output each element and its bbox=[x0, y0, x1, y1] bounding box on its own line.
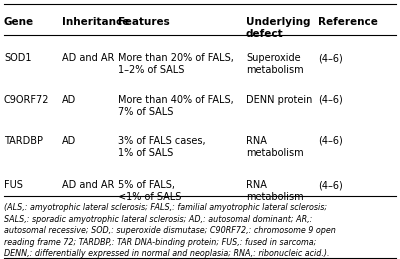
Text: Inheritance: Inheritance bbox=[62, 17, 129, 27]
Text: DENN protein: DENN protein bbox=[246, 95, 312, 105]
Text: FUS: FUS bbox=[4, 180, 23, 190]
Text: More than 40% of FALS,
7% of SALS: More than 40% of FALS, 7% of SALS bbox=[118, 95, 234, 117]
Text: (4–6): (4–6) bbox=[318, 180, 343, 190]
Text: AD: AD bbox=[62, 136, 76, 146]
Text: C9ORF72: C9ORF72 bbox=[4, 95, 50, 105]
Text: TARDBP: TARDBP bbox=[4, 136, 43, 146]
Text: (ALS,: amyotrophic lateral sclerosis; FALS,: familial amyotrophic lateral sclero: (ALS,: amyotrophic lateral sclerosis; FA… bbox=[4, 203, 336, 258]
Text: AD: AD bbox=[62, 95, 76, 105]
Text: (4–6): (4–6) bbox=[318, 95, 343, 105]
Text: Gene: Gene bbox=[4, 17, 34, 27]
Text: 5% of FALS,
<1% of SALS: 5% of FALS, <1% of SALS bbox=[118, 180, 181, 202]
Text: SOD1: SOD1 bbox=[4, 53, 32, 63]
Text: 3% of FALS cases,
1% of SALS: 3% of FALS cases, 1% of SALS bbox=[118, 136, 206, 158]
Text: AD and AR: AD and AR bbox=[62, 180, 114, 190]
Text: Reference: Reference bbox=[318, 17, 378, 27]
Text: (4–6): (4–6) bbox=[318, 53, 343, 63]
Text: RNA
metabolism: RNA metabolism bbox=[246, 180, 304, 202]
Text: Superoxide
metabolism: Superoxide metabolism bbox=[246, 53, 304, 75]
Text: (4–6): (4–6) bbox=[318, 136, 343, 146]
Text: Underlying
defect: Underlying defect bbox=[246, 17, 310, 39]
Text: Features: Features bbox=[118, 17, 170, 27]
Text: AD and AR: AD and AR bbox=[62, 53, 114, 63]
Text: More than 20% of FALS,
1–2% of SALS: More than 20% of FALS, 1–2% of SALS bbox=[118, 53, 234, 75]
Text: RNA
metabolism: RNA metabolism bbox=[246, 136, 304, 158]
